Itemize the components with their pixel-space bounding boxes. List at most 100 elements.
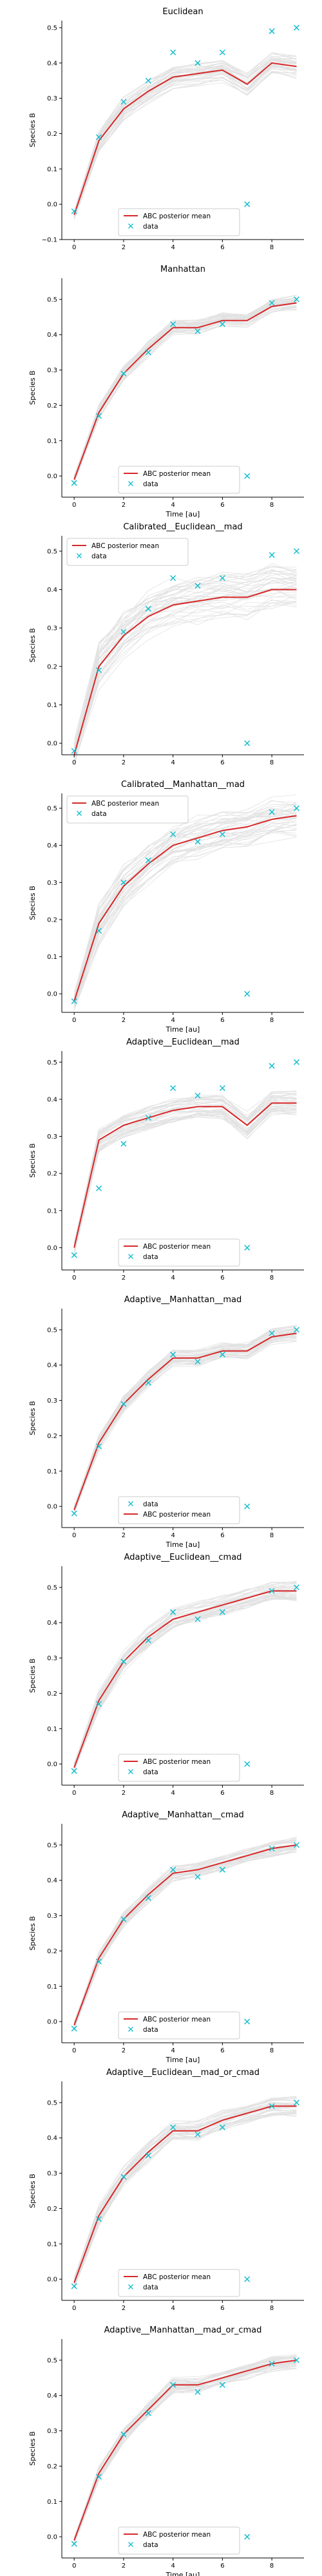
mean-line — [73, 815, 297, 1002]
data-point — [244, 2018, 251, 2025]
posterior-sample-line — [73, 817, 297, 1002]
data-point — [120, 629, 127, 635]
legend: ABC posterior mean data — [118, 2269, 240, 2297]
posterior-sample-line — [73, 2106, 297, 2284]
posterior-sample-line — [73, 2354, 297, 2538]
y-tick-label: 0.0 — [47, 2019, 57, 2026]
posterior-sample-line — [73, 563, 297, 744]
posterior-sample-line — [73, 2100, 297, 2283]
posterior-sample-line — [73, 1597, 297, 1771]
y-axis-label: Species B — [28, 1143, 37, 1177]
data-point — [170, 1085, 176, 1092]
posterior-sample-line — [73, 2098, 297, 2280]
data-point — [269, 28, 275, 34]
posterior-sample-line — [73, 2362, 297, 2544]
posterior-sample-line — [73, 1595, 297, 1770]
data-point — [170, 2382, 176, 2388]
posterior-sample-line — [73, 2113, 297, 2289]
x-tick-label: 8 — [270, 2047, 274, 2054]
posterior-sample-line — [73, 2099, 297, 2279]
posterior-sample-line — [73, 1334, 297, 1513]
posterior-sample-line — [73, 1091, 297, 1244]
x-tick-label: 2 — [122, 759, 126, 766]
posterior-sample-line — [73, 822, 297, 1003]
posterior-sample-line — [73, 68, 297, 219]
data-point — [96, 1958, 102, 1965]
posterior-sample-line — [73, 2099, 297, 2279]
data-point — [244, 2533, 251, 2540]
posterior-sample-line — [73, 577, 297, 754]
posterior-sample-line — [73, 2365, 297, 2544]
posterior-sample-line — [73, 1334, 297, 1511]
posterior-sample-line — [73, 52, 297, 213]
posterior-sample-line — [73, 1598, 297, 1770]
x-tick-label: 4 — [171, 1790, 175, 1797]
y-tick-label: 0.1 — [47, 954, 57, 961]
data-point — [244, 2276, 251, 2282]
posterior-sample-line — [73, 1094, 297, 1245]
posterior-sample-line — [73, 1108, 297, 1255]
posterior-sample-line — [73, 1593, 297, 1767]
x-tick-label: 6 — [220, 1790, 224, 1797]
posterior-sample-line — [73, 2365, 297, 2543]
x-tick-label: 0 — [72, 1532, 76, 1539]
posterior-sample-line — [73, 831, 297, 1009]
y-tick-label: 0.2 — [47, 1948, 57, 1955]
posterior-sample-line — [73, 1842, 297, 2024]
legend-box — [118, 1496, 240, 1524]
posterior-sample-line — [73, 578, 297, 755]
posterior-sample-line — [73, 1839, 297, 2023]
posterior-sample-line — [73, 805, 297, 1001]
posterior-sample-line — [73, 1595, 297, 1769]
y-tick-label: 0.1 — [47, 166, 57, 173]
posterior-samples — [73, 2096, 297, 2289]
mean-line — [73, 62, 297, 215]
legend-data-swatch — [128, 481, 133, 486]
posterior-sample-line — [73, 2113, 297, 2287]
y-tick-label: 0.0 — [47, 991, 57, 998]
posterior-sample-line — [73, 576, 297, 758]
data-point — [71, 208, 77, 214]
posterior-sample-line — [73, 1112, 297, 1254]
posterior-sample-line — [73, 1845, 297, 2028]
y-tick-label: 0.1 — [47, 438, 57, 445]
y-tick-label: 0.1 — [47, 1726, 57, 1733]
data-point — [194, 838, 201, 845]
posterior-sample-line — [73, 1332, 297, 1511]
posterior-sample-line — [73, 1338, 297, 1510]
x-tick-label: 6 — [220, 1532, 224, 1539]
posterior-sample-line — [73, 1846, 297, 2028]
data-point — [170, 49, 176, 55]
y-axis-label: Species B — [28, 1401, 37, 1435]
posterior-sample-line — [73, 1110, 297, 1248]
posterior-sample-line — [73, 1839, 297, 2022]
x-tick-label: 0 — [72, 2305, 76, 2312]
posterior-sample-line — [73, 812, 297, 1006]
y-tick-label: 0.2 — [47, 131, 57, 138]
posterior-sample-line — [73, 1839, 297, 2023]
x-axis-label: Time [au] — [166, 1540, 200, 1549]
y-tick-label: 0.4 — [47, 1096, 57, 1103]
y-tick-label: 0.0 — [47, 2534, 57, 2541]
posterior-sample-line — [73, 1108, 297, 1253]
posterior-sample-line — [73, 1848, 297, 2027]
y-tick-label: 0.0 — [47, 2277, 57, 2284]
posterior-sample-line — [73, 1849, 297, 2028]
subplot-0: Euclidean 0 2 4 6 8 −0.1 0.0 0.1 0.2 0.3 0.4 0.5 Spec… — [28, 7, 304, 251]
legend-box — [118, 1238, 240, 1267]
subplot-title: Adaptive__Euclidean__mad_or_cmad — [106, 2068, 260, 2078]
data-point — [293, 548, 300, 554]
posterior-sample-line — [73, 800, 297, 999]
data-point — [269, 1587, 275, 1594]
posterior-sample-line — [73, 824, 297, 1008]
posterior-sample-line — [73, 581, 297, 747]
legend-label: ABC posterior mean — [143, 2273, 211, 2281]
posterior-sample-line — [73, 2356, 297, 2538]
legend-data-swatch — [128, 1501, 133, 1506]
posterior-sample-line — [73, 310, 297, 484]
posterior-sample-line — [73, 1103, 297, 1245]
posterior-sample-line — [73, 62, 297, 214]
legend-label: ABC posterior mean — [143, 213, 211, 220]
posterior-sample-line — [73, 2362, 297, 2543]
x-tick-label: 2 — [122, 2305, 126, 2312]
